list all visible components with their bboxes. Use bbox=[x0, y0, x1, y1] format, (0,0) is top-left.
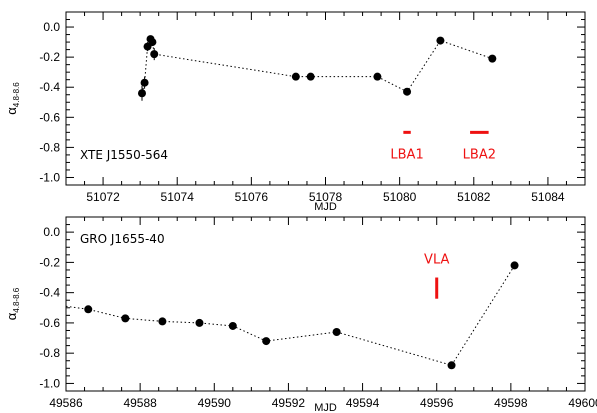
data-point bbox=[436, 36, 445, 45]
data-point bbox=[332, 327, 341, 336]
y-tick-label: -0.4 bbox=[39, 80, 60, 94]
x-tick-label: 51084 bbox=[531, 190, 565, 204]
observation-label-vla: VLA bbox=[424, 253, 449, 268]
source-name-label: GRO J1655-40 bbox=[80, 232, 165, 246]
chart-panel-xte-j1550-564: 51072 51074 51076 51078 51080 51082 51084 0.0 -0… bbox=[4, 11, 586, 213]
y-tick-label: -0.8 bbox=[39, 346, 60, 360]
y-tick-label: 0.0 bbox=[43, 20, 60, 34]
y-axis-label-subscript: 4.8-8.6 bbox=[12, 287, 21, 312]
connecting-line bbox=[141, 37, 493, 94]
x-tick-label: 49598 bbox=[494, 396, 528, 410]
data-point bbox=[121, 314, 130, 323]
y-tick-label: -1.0 bbox=[39, 376, 60, 390]
x-tick-label: 49594 bbox=[346, 396, 380, 410]
data-point bbox=[291, 72, 300, 81]
data-point bbox=[510, 261, 519, 270]
data-point bbox=[403, 87, 412, 96]
data-point bbox=[148, 38, 157, 47]
y-tick-label: -0.4 bbox=[39, 286, 60, 300]
y-tick-label: 0.0 bbox=[43, 225, 60, 239]
data-point bbox=[373, 72, 382, 81]
y-tick-label: -1.0 bbox=[39, 170, 60, 184]
x-tick-label: 49586 bbox=[49, 396, 83, 410]
x-tick-label: 51074 bbox=[161, 190, 195, 204]
x-tick-label: 51076 bbox=[235, 190, 269, 204]
y-tick-label: -0.2 bbox=[39, 50, 60, 64]
data-point bbox=[228, 321, 237, 330]
y-axis-label-subscript: 4.8-8.6 bbox=[12, 82, 21, 107]
x-tick-label: 49588 bbox=[123, 396, 157, 410]
connecting-line bbox=[65, 265, 515, 366]
x-tick-label: 49596 bbox=[420, 396, 454, 410]
y-tick-label: -0.6 bbox=[39, 110, 60, 124]
observation-label-lba1: LBA1 bbox=[390, 147, 423, 162]
x-tick-label: 49592 bbox=[272, 396, 306, 410]
x-axis-label: MJD bbox=[314, 201, 337, 213]
chart-panel-gro-j1655-40: 49586 49588 49590 49592 49594 49596 49598 4960 0… bbox=[4, 216, 597, 413]
data-point bbox=[306, 72, 315, 81]
data-point bbox=[140, 78, 149, 87]
y-axis-label-main: α bbox=[4, 107, 19, 115]
y-axis-label: α4.8-8.6 bbox=[4, 287, 21, 320]
y-axis-label-main: α bbox=[4, 312, 19, 320]
data-point bbox=[488, 54, 497, 63]
observation-label-lba2: LBA2 bbox=[463, 147, 496, 162]
y-tick-label: -0.6 bbox=[39, 316, 60, 330]
x-tick-label: 49590 bbox=[198, 396, 232, 410]
data-point bbox=[84, 305, 93, 314]
data-point bbox=[158, 317, 167, 326]
x-tick-label: 51078 bbox=[309, 190, 343, 204]
y-tick-label: -0.8 bbox=[39, 140, 60, 154]
x-axis-label: MJD bbox=[314, 402, 337, 413]
data-point bbox=[137, 89, 146, 98]
data-point bbox=[150, 50, 159, 59]
y-axis-label: α4.8-8.6 bbox=[4, 82, 21, 115]
x-tick-label: 51082 bbox=[457, 190, 491, 204]
x-tick-label: 51072 bbox=[86, 190, 120, 204]
data-point bbox=[447, 361, 456, 370]
x-tick-label: 51080 bbox=[383, 190, 417, 204]
data-point bbox=[262, 337, 271, 346]
data-point bbox=[195, 318, 204, 327]
y-tick-label: -0.2 bbox=[39, 255, 60, 269]
source-name-label: XTE J1550-564 bbox=[80, 148, 168, 162]
